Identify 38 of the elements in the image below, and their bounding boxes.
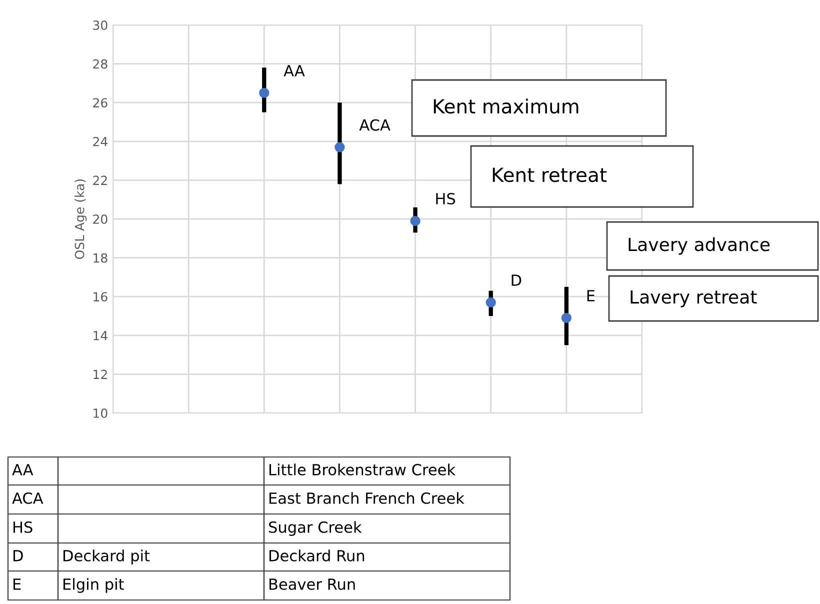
- point: [486, 297, 496, 308]
- y-tick-label: 26: [93, 98, 108, 108]
- y-tick-label: 12: [94, 370, 107, 379]
- text: East Branch French Creek: [270, 492, 464, 504]
- text: Beaver Run: [270, 578, 355, 590]
- text: Deckard pit: [64, 550, 150, 564]
- y-tick-label: 18: [94, 253, 108, 263]
- text: HS: [14, 521, 32, 533]
- point: [334, 142, 345, 152]
- annotation: ACA: [359, 119, 390, 131]
- text: Elgin pit: [64, 578, 124, 593]
- annotation: Kent retreat: [492, 168, 607, 182]
- text: ACA: [12, 492, 44, 504]
- text: D: [14, 550, 23, 562]
- point: [561, 312, 572, 324]
- annotation: E: [587, 290, 595, 302]
- point: [259, 88, 270, 98]
- text: Little Brokenstraw Creek: [270, 464, 456, 476]
- annotation: HS: [436, 192, 456, 204]
- text: Deckard Run: [270, 550, 364, 562]
- y-tick-label: 28: [93, 59, 108, 69]
- y-tick-label: 20: [93, 214, 108, 224]
- text: AA: [12, 464, 34, 476]
- annotation: Lavery advance: [628, 237, 770, 255]
- annotation: Kent maximum: [434, 98, 578, 114]
- y-tick-label: 16: [94, 292, 108, 302]
- annotation: Lavery retreat: [630, 290, 757, 308]
- y-tick-label: 14: [94, 331, 108, 340]
- point: [410, 216, 420, 226]
- text: E: [14, 578, 21, 590]
- y-tick-label: 24: [93, 136, 108, 146]
- text: Sugar Creek: [269, 521, 362, 536]
- annotation: AA: [284, 65, 305, 76]
- annotation: D: [512, 274, 522, 286]
- y-axis-title: OSL Age (ka): [74, 179, 87, 259]
- y-tick-label: 22: [93, 176, 107, 185]
- y-tick-label: 10: [94, 408, 108, 418]
- y-tick-label: 30: [93, 20, 108, 30]
